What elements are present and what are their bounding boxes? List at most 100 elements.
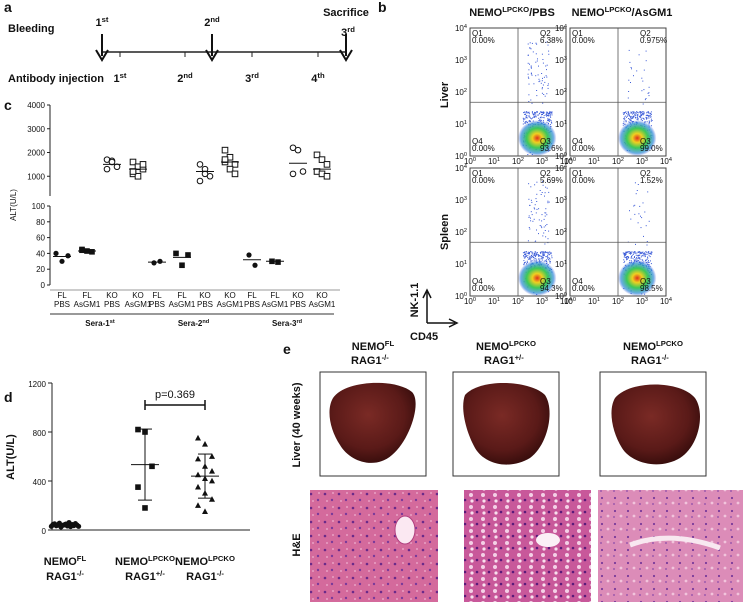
event xyxy=(530,220,532,222)
event xyxy=(623,254,625,256)
event xyxy=(534,112,536,114)
he-photo xyxy=(464,490,591,602)
event xyxy=(525,253,526,255)
event xyxy=(646,112,648,114)
point xyxy=(313,151,321,159)
event xyxy=(643,89,645,91)
x-tick-label: RAG1-/- xyxy=(46,569,84,584)
event xyxy=(639,254,641,256)
x-tick-label: PBS xyxy=(290,300,306,309)
event xyxy=(646,111,648,113)
event xyxy=(528,198,530,200)
event xyxy=(550,112,552,114)
event xyxy=(530,257,532,259)
x-tick-label: 100 xyxy=(464,157,476,166)
event xyxy=(526,252,528,254)
event xyxy=(548,230,550,232)
event xyxy=(625,251,627,253)
event xyxy=(535,252,537,254)
point xyxy=(221,146,229,154)
bleed-label-sup: rd xyxy=(347,25,355,34)
event xyxy=(637,112,639,114)
event xyxy=(539,255,541,257)
event xyxy=(536,193,538,195)
bleed-label: 3rd xyxy=(341,25,355,40)
y-tick-label: 101 xyxy=(455,260,467,269)
event xyxy=(549,260,550,262)
event xyxy=(647,257,649,259)
x-tick-label-sup: LPCKO xyxy=(208,554,235,563)
event xyxy=(524,253,526,255)
y-tick-label: 100 xyxy=(555,152,567,161)
y-tick-label: 104 xyxy=(555,164,567,173)
event xyxy=(542,84,544,86)
event xyxy=(528,217,530,218)
event xyxy=(523,262,525,264)
event xyxy=(542,102,544,104)
y-tick-label: 2000 xyxy=(27,149,45,158)
axis-label: CD45 xyxy=(410,331,438,343)
x-tick-label: 104 xyxy=(560,157,572,166)
event xyxy=(636,257,638,259)
y-tick-label-part: 10 xyxy=(455,260,464,269)
event xyxy=(650,120,652,122)
event xyxy=(634,204,636,206)
event xyxy=(630,253,632,254)
point xyxy=(275,259,281,265)
event xyxy=(641,254,643,256)
event xyxy=(548,120,550,122)
event xyxy=(535,112,537,114)
density xyxy=(518,260,557,296)
event xyxy=(627,97,629,99)
x-tick-label: 103 xyxy=(636,157,648,166)
event xyxy=(541,92,543,94)
quadrant-value: 0.00% xyxy=(472,144,495,153)
event xyxy=(645,253,647,255)
event xyxy=(629,115,631,117)
event xyxy=(627,256,628,257)
event xyxy=(527,258,529,260)
x-tick-label: KO xyxy=(292,291,304,300)
x-tick-label: 101 xyxy=(588,157,600,166)
event xyxy=(628,111,629,113)
y-tick-label: 101 xyxy=(455,120,467,129)
event xyxy=(542,256,544,258)
event xyxy=(549,113,551,115)
event xyxy=(629,260,631,262)
event xyxy=(543,232,545,234)
x-tick-label: 101 xyxy=(488,297,500,306)
event xyxy=(624,253,626,255)
event xyxy=(641,120,643,122)
event xyxy=(545,260,547,262)
y-tick-label: 102 xyxy=(455,88,467,97)
event xyxy=(528,77,530,79)
x-tick-label-part: NEMO xyxy=(115,556,148,568)
event xyxy=(539,225,541,226)
event xyxy=(550,252,552,254)
point xyxy=(173,250,179,257)
event xyxy=(630,251,632,253)
quadrant-name: Q3 xyxy=(540,137,551,146)
event xyxy=(645,60,647,62)
point xyxy=(59,258,65,264)
event xyxy=(639,251,641,253)
event xyxy=(628,113,630,115)
event xyxy=(629,115,630,117)
event xyxy=(547,238,549,240)
y-tick-label: 104 xyxy=(455,24,467,33)
x-tick-label: PBS xyxy=(244,300,260,309)
event xyxy=(541,114,543,115)
event xyxy=(623,121,625,123)
event xyxy=(624,255,625,257)
event xyxy=(550,252,552,254)
event xyxy=(628,112,629,114)
x-tick-label: FL xyxy=(177,291,187,300)
event xyxy=(540,251,542,253)
y-tick-label: 104 xyxy=(455,164,467,173)
column-header: RAG1-/- xyxy=(631,353,669,368)
x-tick-label-sup: 0 xyxy=(573,157,576,163)
event xyxy=(550,121,552,123)
event xyxy=(538,233,539,235)
event xyxy=(524,113,526,115)
event xyxy=(648,86,650,88)
